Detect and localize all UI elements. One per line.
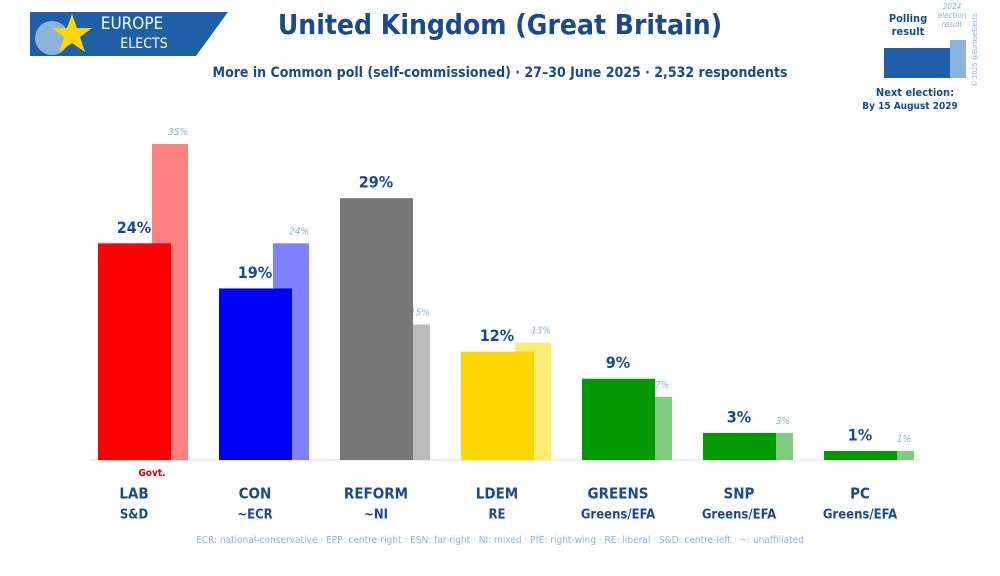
- value-label: 19%: [238, 263, 272, 282]
- bar: [824, 450, 897, 460]
- next-election-label: Next election:: [875, 86, 955, 99]
- group-label: S&D: [120, 508, 149, 523]
- group-label: ~NI: [364, 508, 388, 523]
- copyright: © 2025 @EuropeElects: [971, 13, 979, 87]
- next-election-date: By 15 August 2029: [862, 101, 958, 112]
- chart-subtitle: More in Common poll (self-commissioned) …: [213, 65, 788, 81]
- group-label: Greens/EFA: [581, 508, 655, 523]
- value-label: 7%: [655, 380, 669, 391]
- chart-title: United Kingdom (Great Britain): [278, 8, 722, 41]
- logo-text: ELECTS: [120, 36, 167, 52]
- value-label: 1%: [897, 434, 911, 445]
- value-label: 24%: [289, 226, 309, 237]
- value-label: 1%: [848, 425, 872, 444]
- value-label: 12%: [480, 326, 514, 345]
- value-label: 13%: [531, 326, 551, 337]
- x-tick-label: LAB: [119, 485, 148, 503]
- bar: [703, 432, 776, 460]
- bar: [219, 288, 292, 460]
- legend-swatch: [884, 48, 950, 78]
- footnote: ECR: national-conservative · EPP: centre…: [196, 535, 804, 546]
- bar: [340, 198, 413, 460]
- value-label: 29%: [359, 173, 393, 192]
- value-label: 9%: [606, 353, 630, 372]
- value-label: 3%: [727, 407, 751, 426]
- logo-text: EUROPE: [101, 14, 163, 34]
- bar: [98, 243, 171, 460]
- legend-swatch: [950, 40, 966, 78]
- value-label: 35%: [168, 127, 188, 138]
- x-tick-label: GREENS: [588, 485, 649, 503]
- group-label: ~ECR: [237, 508, 272, 523]
- legend-label: Polling result: [888, 12, 928, 38]
- logo-star: [52, 14, 92, 52]
- x-tick-label: CON: [239, 485, 272, 503]
- value-label: 24%: [117, 218, 151, 237]
- bar: [461, 351, 534, 460]
- x-tick-label: REFORM: [344, 485, 408, 503]
- group-label: Greens/EFA: [702, 508, 776, 523]
- annotation: Govt.: [138, 468, 165, 479]
- x-tick-label: SNP: [724, 485, 755, 503]
- x-tick-label: PC: [850, 485, 870, 503]
- group-label: Greens/EFA: [823, 508, 897, 523]
- value-label: 15%: [410, 308, 430, 319]
- value-label: 3%: [776, 416, 790, 427]
- x-tick-label: LDEM: [476, 485, 518, 503]
- group-label: RE: [489, 508, 506, 523]
- legend-label: 2024 election result: [937, 2, 967, 29]
- bar: [582, 378, 655, 460]
